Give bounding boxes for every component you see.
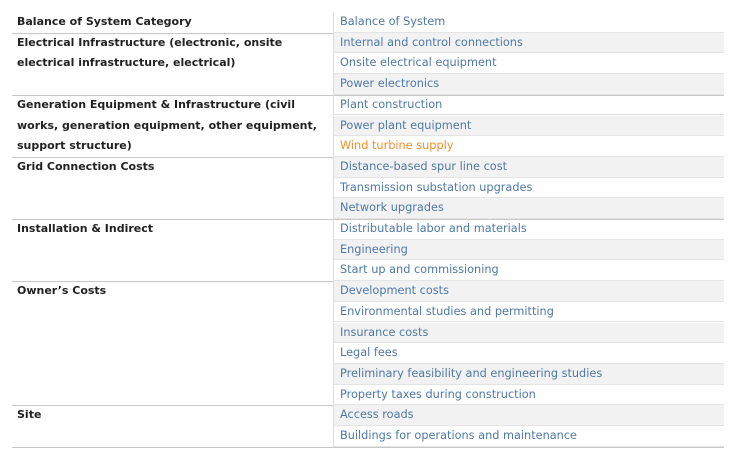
category-cell: Owner’s Costs (17, 284, 107, 298)
row-separator (12, 446, 724, 448)
category-cell: Site (17, 408, 42, 422)
row-separator (12, 94, 724, 96)
header-category: Balance of System Category (17, 15, 192, 28)
item-cell: Network upgrades (333, 198, 724, 219)
item-cell: Insurance costs (333, 322, 724, 344)
item-cell: Preliminary feasibility and engineering … (333, 363, 724, 385)
item-cell: Distance-based spur line cost (333, 156, 724, 178)
category-cell: Grid Connection Costs (17, 159, 155, 173)
item-cell: Transmission substation upgrades (333, 177, 724, 199)
row-separator (12, 219, 724, 220)
item-cell: Onsite electrical equipment (333, 53, 724, 75)
item-cell: Distributable labor and materials (333, 219, 724, 240)
category-cell: Generation Equipment & Infrastructure (c… (17, 97, 317, 153)
item-cell: Environmental studies and permitting (333, 301, 724, 323)
item-cell: Property taxes during construction (333, 384, 724, 406)
item-cell: Internal and control connections (333, 32, 724, 54)
header-item: Balance of System (333, 12, 724, 33)
item-cell: Buildings for operations and maintenance (333, 426, 724, 447)
category-cell: Electrical Infrastructure (electronic, o… (17, 35, 283, 70)
item-cell: Power plant equipment (333, 115, 724, 137)
item-cell: Start up and commissioning (333, 260, 724, 282)
item-cell: Wind turbine supply (333, 136, 724, 157)
item-cell: Engineering (333, 239, 724, 261)
item-cell: Plant construction (333, 94, 724, 116)
item-cell: Access roads (333, 405, 724, 426)
item-cell: Power electronics (333, 74, 724, 95)
category-cell: Installation & Indirect (17, 222, 154, 235)
item-cell: Development costs (333, 281, 724, 302)
item-cell: Legal fees (333, 343, 724, 364)
